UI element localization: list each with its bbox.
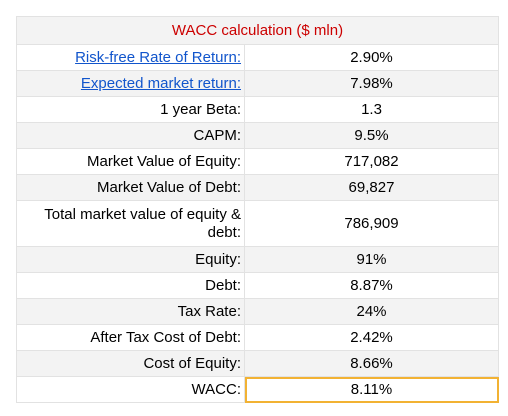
table-row: Equity: 91% [16,246,499,273]
table-row: Cost of Equity: 8.66% [16,350,499,377]
selected-value-cell[interactable]: 8.11% [244,376,499,403]
table-row: After Tax Cost of Debt: 2.42% [16,324,499,351]
value-cell[interactable]: 786,909 [244,200,499,247]
table-row: CAPM: 9.5% [16,122,499,149]
value-cell[interactable]: 91% [244,246,499,273]
table-row: Total market value of equity & debt: 786… [16,200,499,247]
table-title: WACC calculation ($ mln) [171,21,344,39]
wacc-table: WACC calculation ($ mln) Risk-free Rate … [16,16,499,403]
label-cell[interactable]: Cost of Equity: [16,350,245,377]
label-cell[interactable]: WACC: [16,376,245,403]
risk-free-rate-link[interactable]: Risk-free Rate of Return: [75,48,241,66]
label-cell[interactable]: Risk-free Rate of Return: [16,44,245,71]
value-cell[interactable]: 2.90% [244,44,499,71]
table-row: Tax Rate: 24% [16,298,499,325]
value-cell[interactable]: 69,827 [244,174,499,201]
table-row: Market Value of Equity: 717,082 [16,148,499,175]
label-cell[interactable]: 1 year Beta: [16,96,245,123]
value-cell[interactable]: 7.98% [244,70,499,97]
value-cell[interactable]: 2.42% [244,324,499,351]
label-cell[interactable]: Equity: [16,246,245,273]
value-cell[interactable]: 1.3 [244,96,499,123]
value-cell[interactable]: 9.5% [244,122,499,149]
label-cell[interactable]: After Tax Cost of Debt: [16,324,245,351]
label-cell[interactable]: Market Value of Debt: [16,174,245,201]
value-cell[interactable]: 717,082 [244,148,499,175]
label-cell[interactable]: Debt: [16,272,245,299]
title-row: WACC calculation ($ mln) [16,16,499,45]
title-cell[interactable]: WACC calculation ($ mln) [16,16,499,45]
table-row: Market Value of Debt: 69,827 [16,174,499,201]
value-cell[interactable]: 8.87% [244,272,499,299]
wacc-row: WACC: 8.11% [16,376,499,403]
label-cell[interactable]: Market Value of Equity: [16,148,245,175]
value-cell[interactable]: 8.66% [244,350,499,377]
label-cell[interactable]: Tax Rate: [16,298,245,325]
table-row: 1 year Beta: 1.3 [16,96,499,123]
table-row: Expected market return: 7.98% [16,70,499,97]
label-cell[interactable]: CAPM: [16,122,245,149]
table-row: Risk-free Rate of Return: 2.90% [16,44,499,71]
value-cell[interactable]: 24% [244,298,499,325]
expected-market-return-link[interactable]: Expected market return: [80,74,241,92]
label-cell[interactable]: Expected market return: [16,70,245,97]
label-cell[interactable]: Total market value of equity & debt: [16,200,245,247]
table-row: Debt: 8.87% [16,272,499,299]
